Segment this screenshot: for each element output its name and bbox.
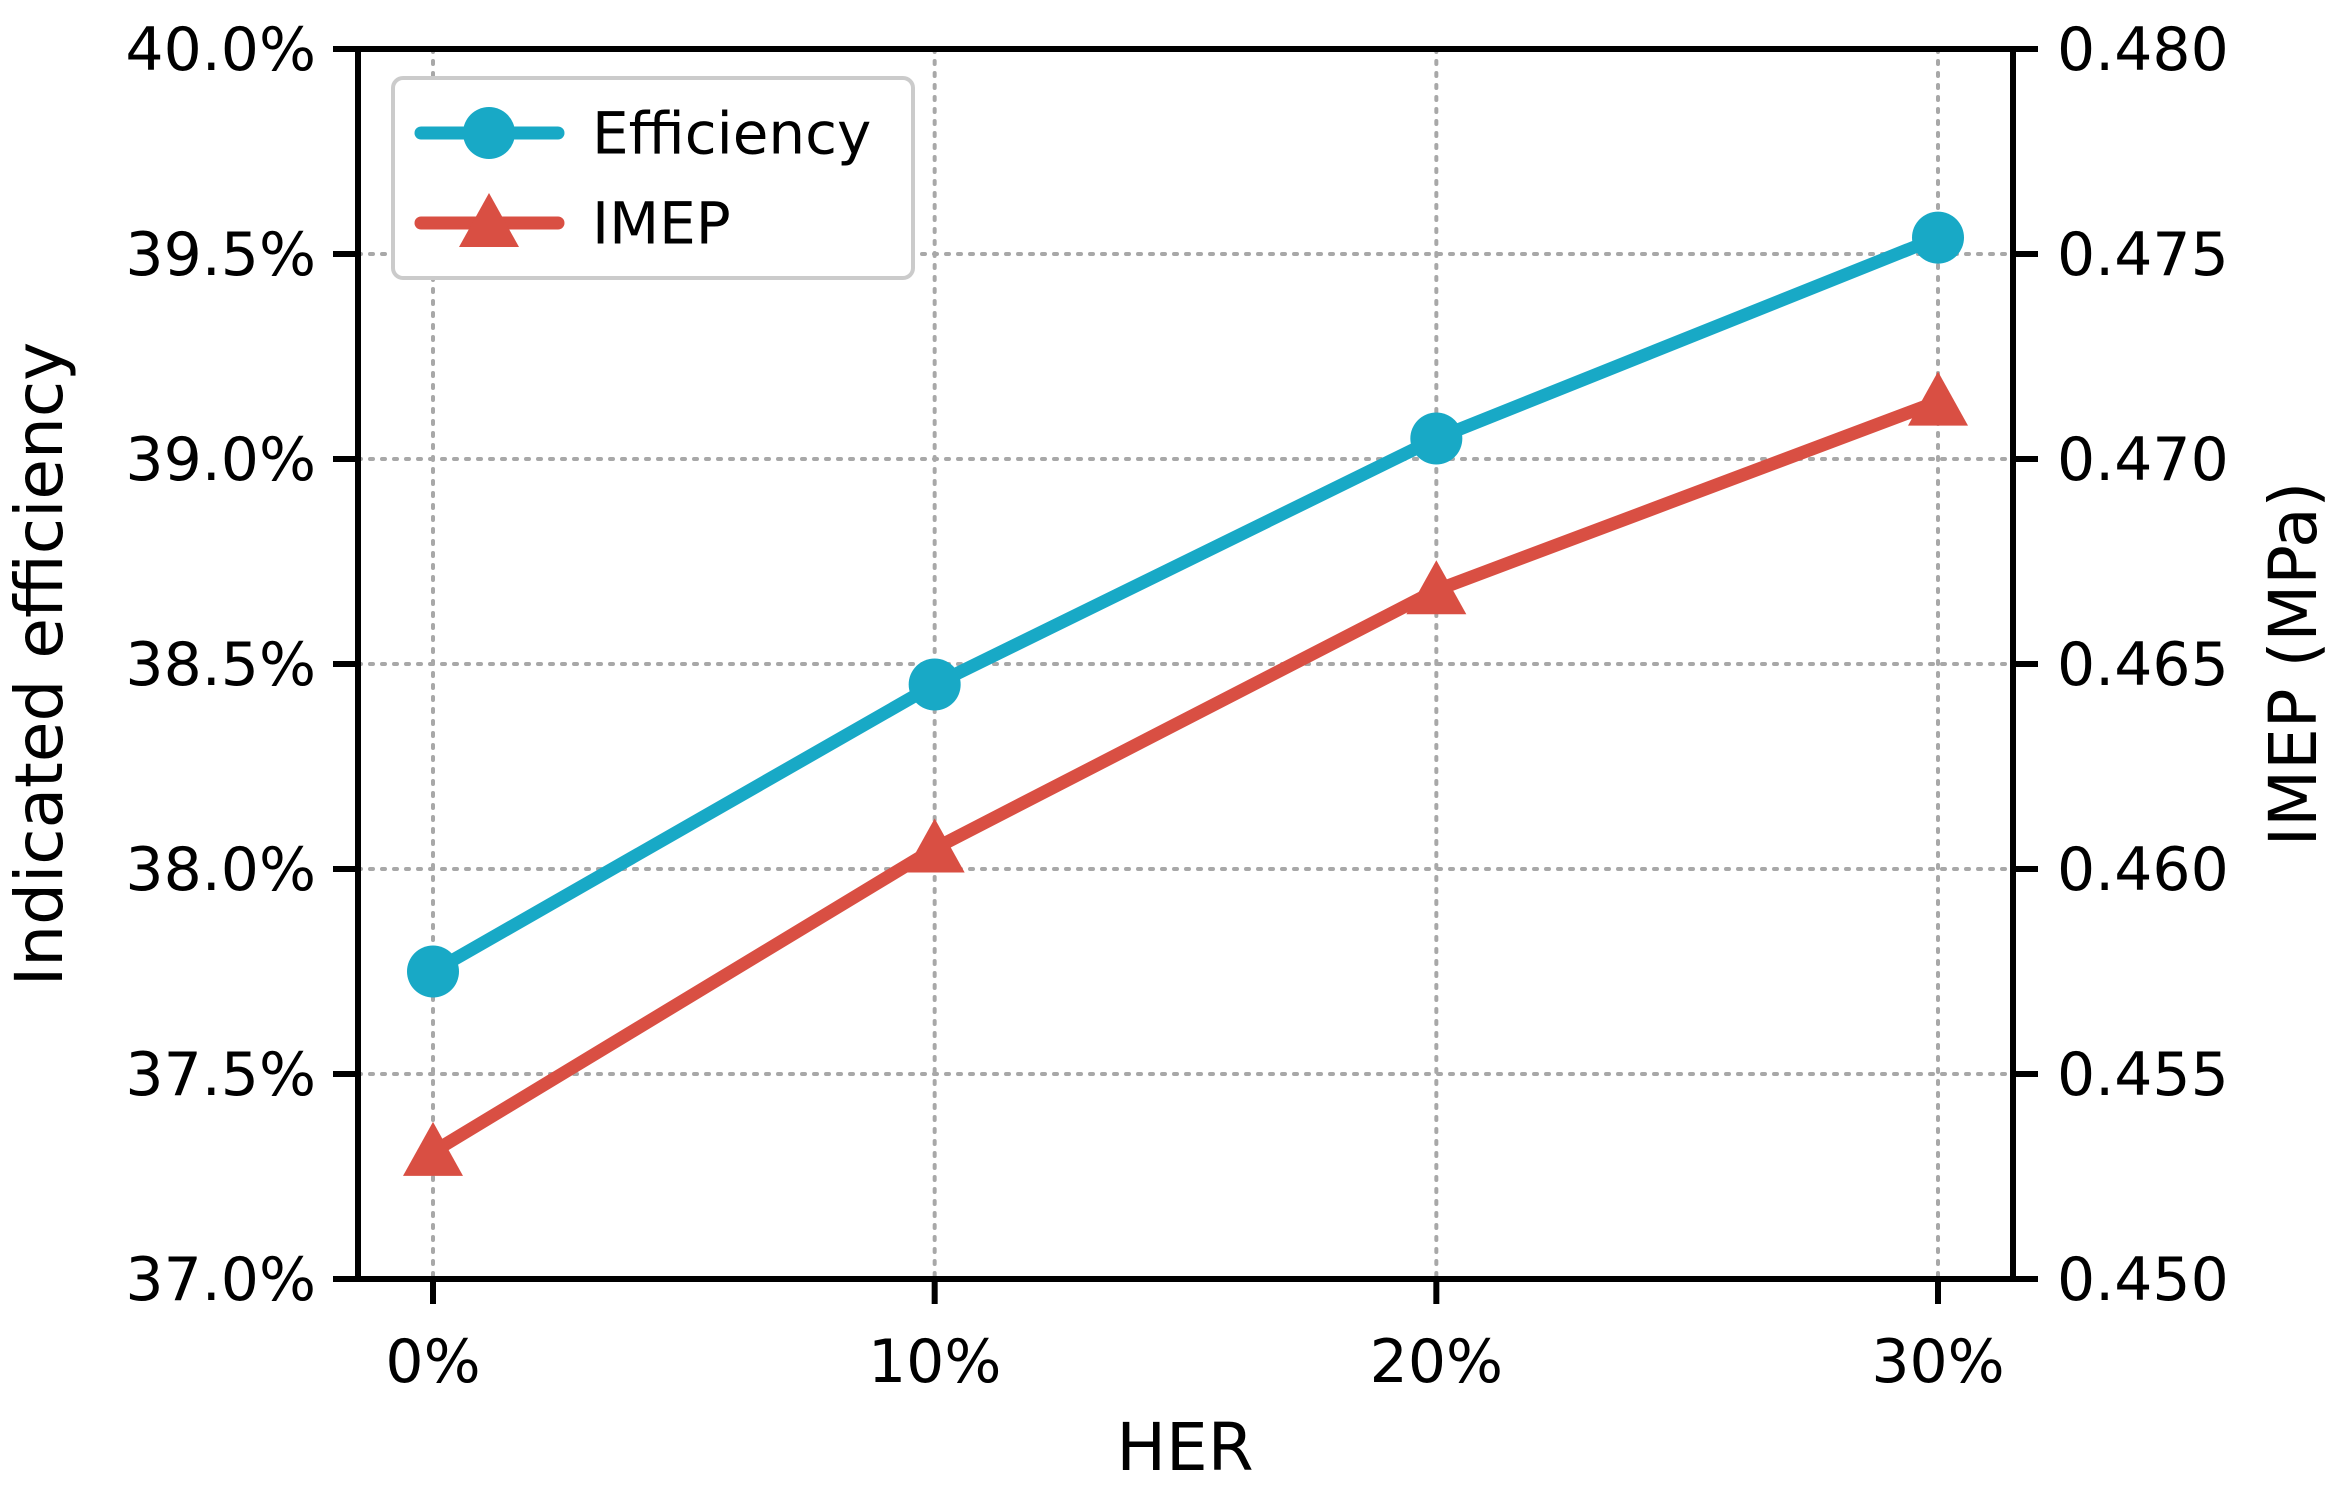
left-tick-label: 38.0% <box>125 835 316 905</box>
data-point-efficiency <box>908 658 961 711</box>
left-tick-label: 37.0% <box>125 1245 316 1315</box>
legend-marker-efficiency <box>463 107 515 159</box>
y-axis-label-left: Indicated efficiency <box>1 342 78 986</box>
legend-label-imep: IMEP <box>592 189 731 257</box>
x-tick-label: 30% <box>1871 1327 2004 1397</box>
data-point-efficiency <box>407 945 459 998</box>
left-tick-label: 38.5% <box>125 630 316 700</box>
legend: Efficiency IMEP <box>391 76 915 280</box>
left-tick-label: 39.0% <box>125 425 316 495</box>
left-tick-label: 37.5% <box>125 1040 316 1110</box>
axis-ticks: 40.0% 39.5% 39.0% 38.5% 38.0% 37.5% 37.0% 0.480… <box>125 15 2228 1397</box>
right-tick-label: 0.470 <box>2057 425 2229 495</box>
left-tick-label: 39.5% <box>125 220 316 290</box>
right-tick-label: 0.480 <box>2057 15 2229 85</box>
y-axis-label-right: IMEP (MPa) <box>2255 482 2332 847</box>
data-point-efficiency <box>1912 211 1964 264</box>
right-tick-label: 0.475 <box>2057 220 2229 290</box>
right-tick-label: 0.460 <box>2057 835 2229 905</box>
data-point-imep <box>1908 371 1968 426</box>
x-tick-label: 10% <box>868 1327 1001 1397</box>
right-tick-label: 0.450 <box>2057 1245 2229 1315</box>
data-point-imep <box>1406 560 1467 615</box>
series-line-imep <box>426 395 1945 1159</box>
right-tick-label: 0.455 <box>2057 1040 2229 1110</box>
series-line-efficiency <box>426 231 1945 978</box>
data-point-efficiency <box>1410 412 1463 465</box>
right-tick-label: 0.465 <box>2057 630 2229 700</box>
legend-marker-imep <box>459 193 519 247</box>
data-point-imep <box>904 818 965 873</box>
left-tick-label: 40.0% <box>125 15 316 85</box>
x-tick-label: 20% <box>1370 1327 1503 1397</box>
data-series <box>403 211 1968 1176</box>
data-point-imep <box>403 1121 463 1176</box>
x-tick-label: 0% <box>385 1327 480 1397</box>
x-axis-label: HER <box>1116 1409 1253 1486</box>
legend-label-efficiency: Efficiency <box>592 99 871 167</box>
